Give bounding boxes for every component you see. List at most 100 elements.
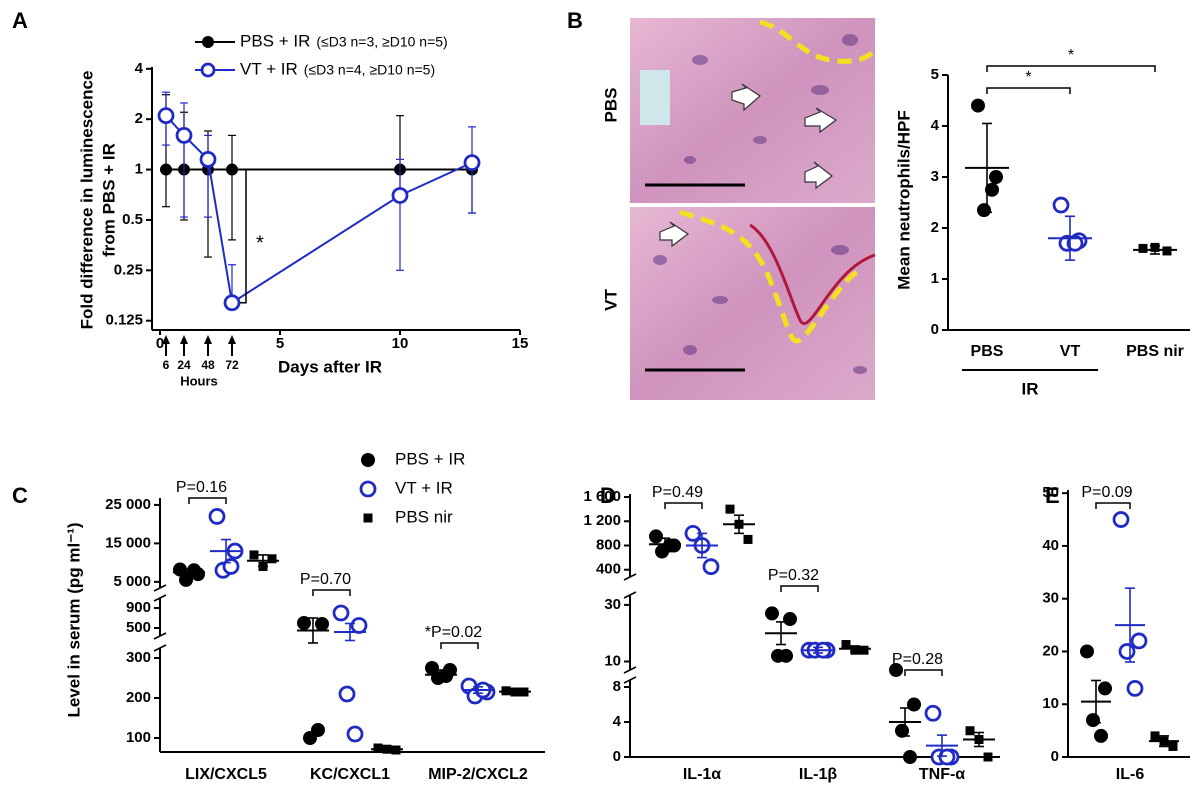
y-tick-label: 500	[126, 619, 151, 636]
data-point	[199, 151, 217, 168]
axis-break	[623, 591, 637, 599]
y-tick-label: 10	[604, 652, 621, 669]
hour-label: 6	[163, 358, 170, 372]
data-point	[1052, 196, 1070, 214]
legend-marker	[363, 513, 373, 523]
data-point	[1162, 246, 1172, 256]
data-point	[743, 534, 753, 544]
axis-break	[623, 676, 637, 684]
histology-images	[630, 18, 877, 400]
legend-marker	[359, 480, 377, 498]
data-point	[779, 648, 793, 663]
panel-letter: B	[567, 8, 583, 33]
data-point	[841, 640, 851, 650]
x-tick-label: PBS nir	[1126, 343, 1184, 360]
data-point	[985, 182, 999, 197]
data-point	[157, 107, 175, 125]
x-tick-label: 10	[392, 335, 409, 352]
data-point	[1130, 632, 1148, 650]
data-point	[338, 685, 356, 703]
significance-bracket	[664, 502, 703, 509]
group-label: IR	[1022, 379, 1039, 398]
y-tick-label: 200	[126, 689, 151, 706]
image-texture	[653, 34, 867, 374]
keratin-layer	[749, 223, 876, 325]
data-point	[903, 750, 917, 764]
epidermis-border	[679, 209, 862, 344]
data-point	[1112, 511, 1130, 528]
hour-arrowhead	[162, 335, 170, 344]
y-tick-label: 30	[1042, 590, 1059, 607]
panel-letter: D	[600, 483, 616, 508]
significance-bracket	[440, 642, 479, 649]
image-label: PBS	[601, 88, 620, 123]
legend-label: PBS nir	[395, 507, 453, 526]
x-tick-label: IL-1β	[799, 766, 837, 783]
data-point	[702, 558, 720, 576]
y-tick-label: 3	[931, 168, 939, 185]
image-label: VT	[601, 289, 620, 311]
y-axis-label: Level in serum (pg ml⁻¹)	[64, 522, 83, 717]
axis-break	[623, 666, 637, 674]
x-tick-label: MIP-2/CXCL2	[428, 766, 528, 783]
hours-label: Hours	[180, 373, 218, 388]
y-tick-label: 50	[1042, 484, 1059, 501]
data-point	[1098, 681, 1112, 696]
y-tick-label: 4	[931, 117, 940, 134]
x-tick-label: KC/CXCL1	[310, 766, 390, 783]
data-point	[859, 645, 869, 655]
significance-label: *	[256, 232, 264, 254]
legend-label: PBS + IR	[395, 449, 465, 468]
epidermis-border	[759, 19, 877, 64]
data-point	[332, 604, 350, 622]
data-point	[391, 187, 409, 204]
significance-label: P=0.16	[176, 479, 227, 496]
data-point	[297, 616, 311, 630]
x-tick-label: 15	[512, 335, 529, 352]
significance-bracket	[1095, 502, 1131, 509]
series-line	[165, 114, 473, 305]
y-tick-label: 100	[126, 729, 151, 746]
data-point	[1094, 728, 1108, 743]
significance-bracket	[904, 669, 943, 676]
data-point	[965, 726, 975, 736]
data-point	[1080, 644, 1094, 659]
x-tick-label: 5	[276, 335, 284, 352]
hour-arrowhead	[204, 335, 212, 344]
y-tick-label: 40	[1042, 537, 1059, 554]
significance-label: P=0.09	[1081, 484, 1132, 501]
axis-break	[623, 573, 637, 581]
data-point	[663, 538, 677, 553]
legend-marker	[361, 453, 375, 467]
y-axis-label: from PBS + IR	[99, 143, 118, 257]
y-tick-label: 1	[135, 161, 143, 178]
y-tick-label: 0	[613, 748, 621, 765]
x-tick-label: TNF-α	[919, 766, 965, 783]
y-tick-label: 900	[126, 599, 151, 616]
hour-label: 48	[201, 358, 215, 372]
axis-break	[153, 632, 167, 640]
data-point	[971, 98, 985, 113]
data-point	[1066, 234, 1084, 252]
significance-label: P=0.70	[300, 571, 351, 588]
data-point	[175, 126, 193, 144]
data-point	[989, 170, 1003, 184]
data-point	[1126, 680, 1144, 697]
x-axis-label: Days after IR	[278, 357, 382, 376]
y-tick-label: 0.5	[122, 211, 143, 228]
hour-arrowhead	[180, 335, 188, 344]
y-tick-label: 4	[613, 713, 622, 730]
y-tick-label: 300	[126, 649, 151, 666]
data-point	[649, 529, 663, 544]
data-point	[463, 154, 481, 172]
y-tick-label: 1 200	[583, 512, 621, 529]
data-point	[223, 294, 241, 312]
data-point	[311, 723, 325, 737]
y-tick-label: 1 600	[583, 488, 621, 505]
image-detail	[640, 70, 670, 125]
significance-label: P=0.28	[892, 651, 943, 668]
panel-letter: A	[12, 8, 28, 33]
data-point	[208, 508, 226, 525]
data-point	[889, 663, 903, 677]
axis-break	[153, 584, 167, 592]
